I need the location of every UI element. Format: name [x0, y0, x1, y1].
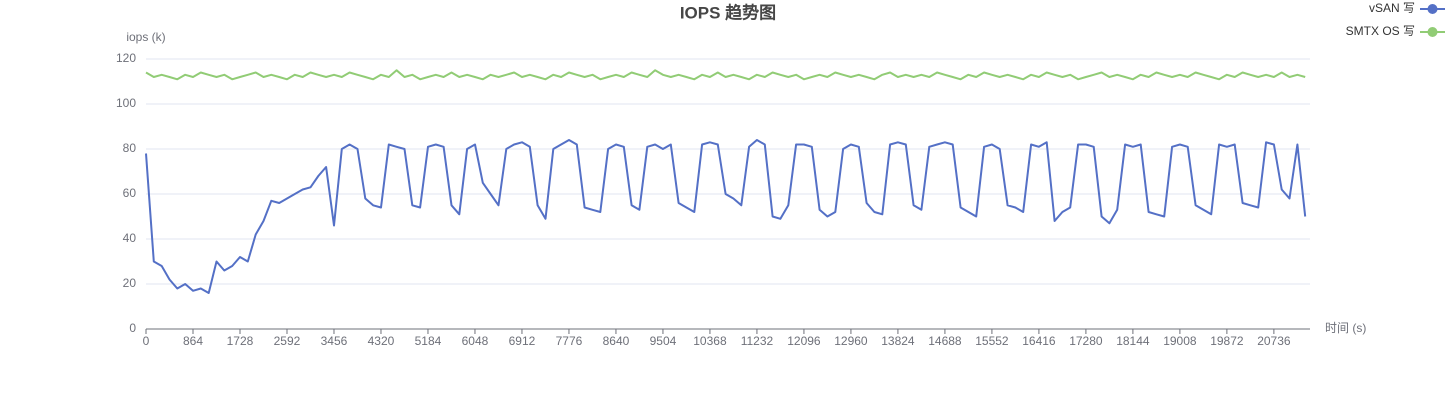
y-tick-label: 60 — [123, 186, 137, 200]
x-tick-label: 5184 — [415, 334, 442, 348]
x-tick-label: 17280 — [1069, 334, 1103, 348]
x-tick-label: 10368 — [693, 334, 727, 348]
legend-icon — [1427, 27, 1438, 37]
x-tick-label: 14688 — [928, 334, 962, 348]
x-tick-label: 12096 — [787, 334, 821, 348]
y-axis-label: iops (k) — [126, 30, 165, 44]
x-tick-label: 18144 — [1116, 334, 1150, 348]
x-tick-label: 4320 — [368, 334, 395, 348]
x-tick-label: 6912 — [509, 334, 536, 348]
x-tick-label: 19872 — [1210, 334, 1244, 348]
x-tick-label: 8640 — [603, 334, 630, 348]
y-tick-label: 40 — [123, 231, 137, 245]
x-tick-label: 864 — [183, 334, 203, 348]
y-tick-label: 20 — [123, 276, 137, 290]
x-tick-label: 20736 — [1257, 334, 1291, 348]
x-tick-label: 3456 — [321, 334, 348, 348]
y-tick-label: 80 — [123, 141, 137, 155]
x-tick-label: 11232 — [741, 334, 774, 348]
x-tick-label: 15552 — [975, 334, 1009, 348]
y-tick-label: 0 — [129, 321, 136, 335]
x-tick-label: 6048 — [462, 334, 489, 348]
x-tick-label: 0 — [143, 334, 150, 348]
x-tick-label: 19008 — [1163, 334, 1197, 348]
legend-label: vSAN 写 — [1369, 1, 1415, 15]
x-axis-label: 时间 (s) — [1325, 321, 1366, 335]
legend-label: SMTX OS 写 — [1346, 24, 1415, 38]
x-tick-label: 2592 — [274, 334, 301, 348]
x-tick-label: 12960 — [834, 334, 868, 348]
series-line — [145, 139, 1307, 294]
x-tick-label: 7776 — [556, 334, 583, 348]
y-tick-label: 100 — [116, 96, 136, 110]
series-line — [145, 69, 1306, 81]
legend-icon — [1427, 4, 1438, 14]
x-tick-label: 16416 — [1022, 334, 1056, 348]
chart-title: IOPS 趋势图 — [680, 2, 776, 22]
x-tick-label: 9504 — [650, 334, 677, 348]
x-tick-label: 13824 — [881, 334, 915, 348]
x-tick-label: 1728 — [227, 334, 254, 348]
y-tick-label: 120 — [116, 51, 136, 65]
